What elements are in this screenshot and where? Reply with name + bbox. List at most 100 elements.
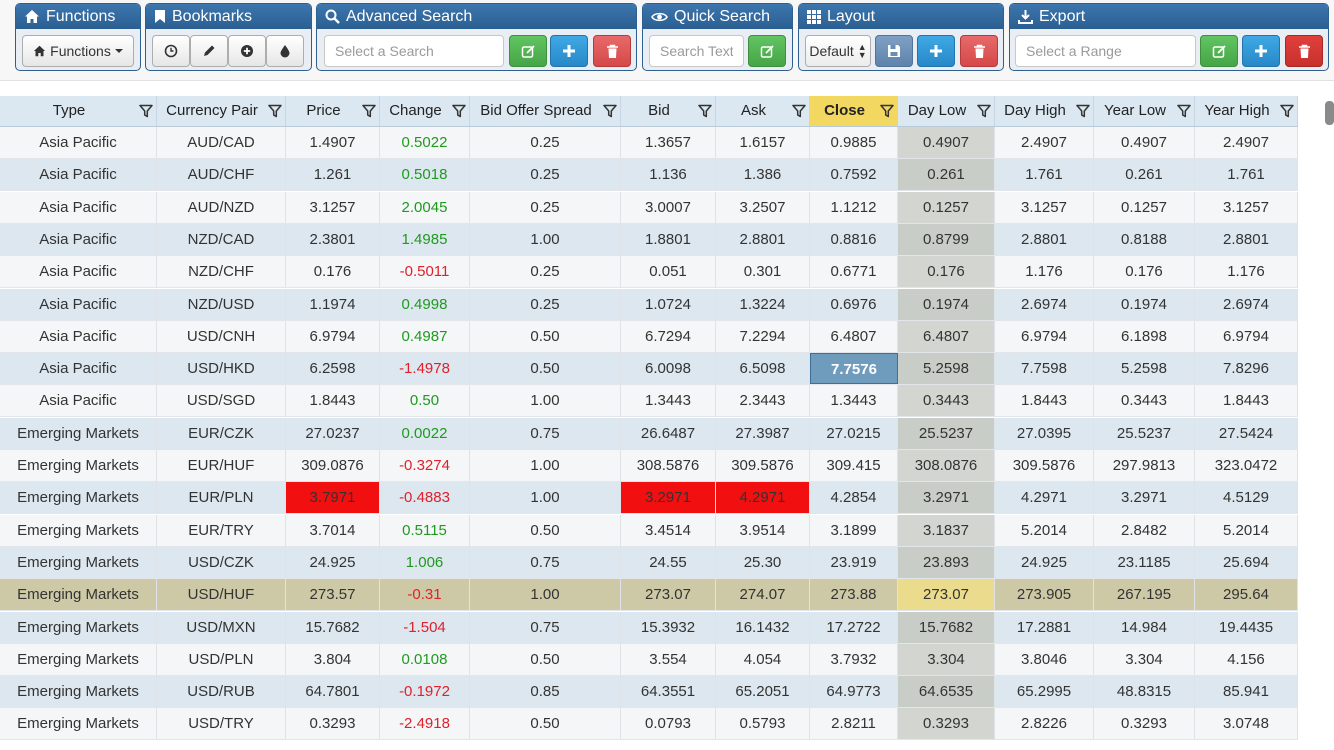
cell-currency-pair[interactable]: AUD/NZD xyxy=(157,191,286,223)
cell-ask[interactable]: 309.5876 xyxy=(716,450,810,481)
table-row[interactable]: Asia Pacific USD/SGD 1.8443 0.50 1.00 1.3443 2… xyxy=(0,385,1298,418)
cell-year-low[interactable]: 25.5237 xyxy=(1094,417,1195,449)
filter-icon[interactable] xyxy=(1076,104,1090,118)
column-header-type[interactable]: Type xyxy=(0,96,157,126)
cell-day-low[interactable]: 3.1837 xyxy=(898,514,995,546)
vertical-scrollbar-thumb[interactable] xyxy=(1325,101,1334,125)
filter-icon[interactable] xyxy=(977,104,991,118)
cell-currency-pair[interactable]: USD/TRY xyxy=(157,708,286,740)
cell-currency-pair[interactable]: USD/HUF xyxy=(157,579,286,611)
cell-price[interactable]: 6.2598 xyxy=(286,353,380,385)
cell-day-high[interactable]: 273.905 xyxy=(995,579,1094,611)
layout-save-button[interactable] xyxy=(875,35,913,67)
cell-currency-pair[interactable]: USD/RUB xyxy=(157,676,286,708)
cell-day-low[interactable]: 3.2971 xyxy=(898,482,995,514)
cell-currency-pair[interactable]: NZD/CAD xyxy=(157,223,286,255)
cell-change[interactable]: -0.5011 xyxy=(380,256,470,288)
cell-type[interactable]: Asia Pacific xyxy=(0,320,157,352)
cell-bid-offer-spread[interactable]: 0.25 xyxy=(470,288,621,320)
cell-year-high[interactable]: 2.4907 xyxy=(1195,127,1298,158)
cell-change[interactable]: -1.4978 xyxy=(380,353,470,385)
cell-ask[interactable]: 1.6157 xyxy=(716,127,810,158)
cell-type[interactable]: Emerging Markets xyxy=(0,676,157,708)
cell-ask[interactable]: 0.5793 xyxy=(716,708,810,740)
cell-close[interactable]: 64.9773 xyxy=(810,676,898,708)
filter-icon[interactable] xyxy=(880,104,894,118)
cell-year-high[interactable]: 19.4435 xyxy=(1195,611,1298,643)
cell-change[interactable]: 1.006 xyxy=(380,546,470,578)
column-header-day-low[interactable]: Day Low xyxy=(898,96,995,126)
cell-year-high[interactable]: 5.2014 xyxy=(1195,514,1298,546)
cell-day-high[interactable]: 65.2995 xyxy=(995,676,1094,708)
cell-close[interactable]: 4.2854 xyxy=(810,482,898,514)
cell-type[interactable]: Asia Pacific xyxy=(0,127,157,158)
cell-type[interactable]: Asia Pacific xyxy=(0,256,157,288)
column-header-close[interactable]: Close xyxy=(810,96,898,126)
filter-icon[interactable] xyxy=(603,104,617,118)
cell-bid[interactable]: 3.554 xyxy=(621,643,716,675)
filter-icon[interactable] xyxy=(1177,104,1191,118)
cell-day-low[interactable]: 0.4907 xyxy=(898,127,995,158)
cell-day-high[interactable]: 17.2881 xyxy=(995,611,1094,643)
cell-day-low[interactable]: 308.0876 xyxy=(898,450,995,481)
cell-year-high[interactable]: 1.761 xyxy=(1195,159,1298,191)
cell-day-low[interactable]: 3.304 xyxy=(898,643,995,675)
cell-year-high[interactable]: 6.9794 xyxy=(1195,320,1298,352)
cell-ask[interactable]: 6.5098 xyxy=(716,353,810,385)
cell-ask[interactable]: 16.1432 xyxy=(716,611,810,643)
table-row[interactable]: Emerging Markets EUR/CZK 27.0237 0.0022 0.75… xyxy=(0,417,1298,450)
cell-year-low[interactable]: 2.8482 xyxy=(1094,514,1195,546)
cell-price[interactable]: 27.0237 xyxy=(286,417,380,449)
cell-close[interactable]: 27.0215 xyxy=(810,417,898,449)
cell-type[interactable]: Emerging Markets xyxy=(0,643,157,675)
cell-year-high[interactable]: 4.5129 xyxy=(1195,482,1298,514)
cell-bid-offer-spread[interactable]: 0.75 xyxy=(470,546,621,578)
cell-bid-offer-spread[interactable]: 0.85 xyxy=(470,676,621,708)
column-header-bid[interactable]: Bid xyxy=(621,96,716,126)
cell-change[interactable]: 0.5022 xyxy=(380,127,470,158)
cell-year-low[interactable]: 48.8315 xyxy=(1094,676,1195,708)
cell-day-high[interactable]: 2.6974 xyxy=(995,288,1094,320)
cell-year-high[interactable]: 85.941 xyxy=(1195,676,1298,708)
column-header-change[interactable]: Change xyxy=(380,96,470,126)
cell-year-high[interactable]: 2.8801 xyxy=(1195,223,1298,255)
cell-type[interactable]: Emerging Markets xyxy=(0,482,157,514)
column-header-ask[interactable]: Ask xyxy=(716,96,810,126)
cell-bid-offer-spread[interactable]: 0.50 xyxy=(470,708,621,740)
export-range-input[interactable] xyxy=(1015,35,1196,67)
cell-change[interactable]: 0.4998 xyxy=(380,288,470,320)
cell-currency-pair[interactable]: USD/PLN xyxy=(157,643,286,675)
cell-bid[interactable]: 6.0098 xyxy=(621,353,716,385)
cell-type[interactable]: Emerging Markets xyxy=(0,450,157,481)
cell-price[interactable]: 1.1974 xyxy=(286,288,380,320)
cell-ask[interactable]: 1.3224 xyxy=(716,288,810,320)
column-header-year-high[interactable]: Year High xyxy=(1195,96,1298,126)
cell-day-high[interactable]: 5.2014 xyxy=(995,514,1094,546)
cell-year-low[interactable]: 0.8188 xyxy=(1094,223,1195,255)
cell-bid-offer-spread[interactable]: 1.00 xyxy=(470,482,621,514)
cell-type[interactable]: Asia Pacific xyxy=(0,159,157,191)
cell-day-low[interactable]: 0.176 xyxy=(898,256,995,288)
cell-price[interactable]: 64.7801 xyxy=(286,676,380,708)
cell-bid-offer-spread[interactable]: 0.50 xyxy=(470,514,621,546)
filter-icon[interactable] xyxy=(452,104,466,118)
cell-day-high[interactable]: 3.8046 xyxy=(995,643,1094,675)
cell-year-high[interactable]: 3.1257 xyxy=(1195,191,1298,223)
layout-select[interactable]: Default ▲ ▼ xyxy=(805,35,871,67)
cell-price[interactable]: 1.4907 xyxy=(286,127,380,158)
cell-close[interactable]: 7.7576 xyxy=(810,353,898,385)
cell-ask[interactable]: 3.2507 xyxy=(716,191,810,223)
cell-bid[interactable]: 3.2971 xyxy=(621,482,716,514)
cell-type[interactable]: Asia Pacific xyxy=(0,223,157,255)
cell-bid[interactable]: 64.3551 xyxy=(621,676,716,708)
cell-bid[interactable]: 15.3932 xyxy=(621,611,716,643)
table-row[interactable]: Asia Pacific AUD/CHF 1.261 0.5018 0.25 1.136 1… xyxy=(0,159,1298,192)
cell-change[interactable]: 2.0045 xyxy=(380,191,470,223)
cell-ask[interactable]: 2.8801 xyxy=(716,223,810,255)
cell-day-low[interactable]: 15.7682 xyxy=(898,611,995,643)
cell-currency-pair[interactable]: EUR/TRY xyxy=(157,514,286,546)
table-row[interactable]: Emerging Markets USD/CZK 24.925 1.006 0.75 24… xyxy=(0,546,1298,579)
advanced-search-select-input[interactable] xyxy=(324,35,504,67)
layout-add-button[interactable] xyxy=(917,35,955,67)
cell-type[interactable]: Asia Pacific xyxy=(0,288,157,320)
